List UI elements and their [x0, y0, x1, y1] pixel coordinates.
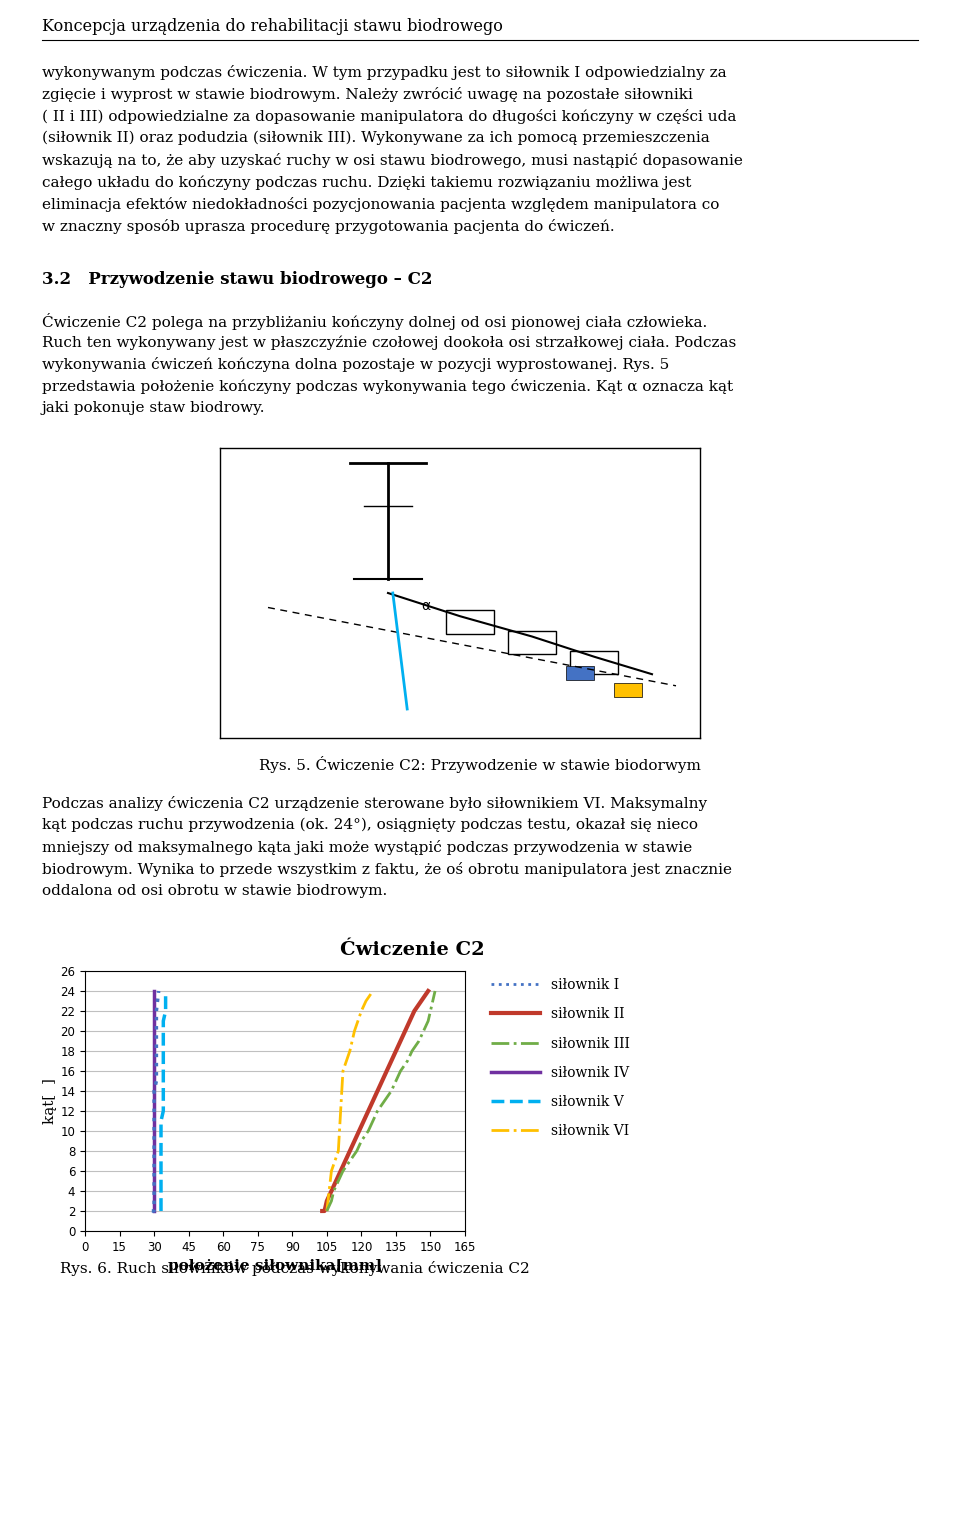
Text: biodrowym. Wynika to przede wszystkim z faktu, że oś obrotu manipulatora jest zn: biodrowym. Wynika to przede wszystkim z …: [42, 862, 732, 878]
Bar: [570, 651, 618, 674]
Text: wykonywania ćwiczeń kończyna dolna pozostaje w pozycji wyprostowanej. Rys. 5: wykonywania ćwiczeń kończyna dolna pozos…: [42, 357, 669, 373]
Text: (siłownik II) oraz podudzia (siłownik III). Wykonywane za ich pomocą przemieszcz: (siłownik II) oraz podudzia (siłownik II…: [42, 131, 709, 146]
Text: Rys. 5. Ćwiczenie C2: Przywodzenie w stawie biodorwym: Rys. 5. Ćwiczenie C2: Przywodzenie w sta…: [259, 756, 701, 773]
Legend: siłownik I, siłownik II, siłownik III, siłownik IV, siłownik V, siłownik VI: siłownik I, siłownik II, siłownik III, s…: [491, 978, 630, 1138]
Bar: [613, 683, 642, 698]
Text: całego układu do kończyny podczas ruchu. Dzięki takiemu rozwiązaniu możliwa jest: całego układu do kończyny podczas ruchu.…: [42, 175, 691, 190]
Text: kąt podczas ruchu przywodzenia (ok. 24°), osiągnięty podczas testu, okazał się n: kąt podczas ruchu przywodzenia (ok. 24°)…: [42, 818, 698, 832]
Text: α: α: [421, 599, 431, 613]
Text: przedstawia położenie kończyny podczas wykonywania tego ćwiczenia. Kąt α oznacza: przedstawia położenie kończyny podczas w…: [42, 379, 733, 394]
Text: mniejszy od maksymalnego kąta jaki może wystąpić podczas przywodzenia w stawie: mniejszy od maksymalnego kąta jaki może …: [42, 840, 692, 855]
Text: Koncepcja urządzenia do rehabilitacji stawu biodrowego: Koncepcja urządzenia do rehabilitacji st…: [42, 18, 503, 35]
Text: Ćwiczenie C2: Ćwiczenie C2: [341, 941, 485, 960]
Text: jaki pokonuje staw biodrowy.: jaki pokonuje staw biodrowy.: [42, 402, 266, 415]
Text: wykonywanym podczas ćwiczenia. W tym przypadku jest to siłownik I odpowiedzialny: wykonywanym podczas ćwiczenia. W tym prz…: [42, 65, 727, 81]
Text: zgięcie i wyprost w stawie biodrowym. Należy zwrócić uwagę na pozostałe siłownik: zgięcie i wyprost w stawie biodrowym. Na…: [42, 87, 693, 102]
Text: Ruch ten wykonywany jest w płaszczyźnie czołowej dookoła osi strzałkowej ciała. : Ruch ten wykonywany jest w płaszczyźnie …: [42, 335, 736, 350]
X-axis label: położenie siłownika[mm]: położenie siłownika[mm]: [168, 1259, 382, 1273]
Bar: [445, 610, 493, 634]
Text: w znaczny sposób uprasza procedurę przygotowania pacjenta do ćwiczeń.: w znaczny sposób uprasza procedurę przyg…: [42, 219, 614, 234]
Text: oddalona od osi obrotu w stawie biodrowym.: oddalona od osi obrotu w stawie biodrowy…: [42, 884, 387, 897]
Text: Podczas analizy ćwiczenia C2 urządzenie sterowane było siłownikiem VI. Maksymaln: Podczas analizy ćwiczenia C2 urządzenie …: [42, 795, 708, 811]
Bar: [565, 666, 594, 680]
Text: eliminacja efektów niedokładności pozycjonowania pacjenta względem manipulatora : eliminacja efektów niedokładności pozycj…: [42, 198, 719, 211]
Text: Rys. 6. Ruch siłowników podczas wykonywania ćwiczenia C2: Rys. 6. Ruch siłowników podczas wykonywa…: [60, 1261, 530, 1276]
Text: ( II i III) odpowiedzialne za dopasowanie manipulatora do długości kończyny w cz: ( II i III) odpowiedzialne za dopasowani…: [42, 110, 736, 125]
Y-axis label: kąt[  ]: kąt[ ]: [43, 1078, 58, 1124]
Bar: [508, 631, 556, 654]
Text: Ćwiczenie C2 polega na przybliżaniu kończyny dolnej od osi pionowej ciała człowi: Ćwiczenie C2 polega na przybliżaniu końc…: [42, 313, 708, 330]
Text: wskazują na to, że aby uzyskać ruchy w osi stawu biodrowego, musi nastąpić dopas: wskazują na to, że aby uzyskać ruchy w o…: [42, 154, 743, 167]
Text: 3.2   Przywodzenie stawu biodrowego – C2: 3.2 Przywodzenie stawu biodrowego – C2: [42, 271, 433, 287]
